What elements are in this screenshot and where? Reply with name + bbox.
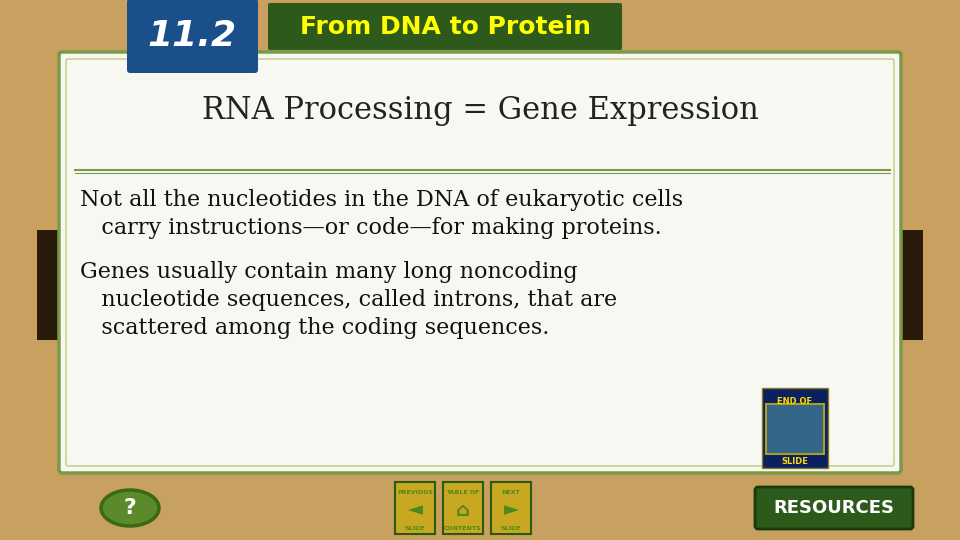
Text: CONTENTS: CONTENTS: [444, 525, 482, 530]
Text: SLIDE: SLIDE: [781, 457, 808, 467]
Text: From DNA to Protein: From DNA to Protein: [300, 15, 590, 38]
Bar: [897, 230, 923, 340]
Text: ◄: ◄: [407, 501, 422, 519]
Bar: [395, 482, 435, 534]
Bar: [762, 388, 828, 468]
Bar: [491, 482, 531, 534]
Text: END OF: END OF: [778, 396, 812, 406]
Text: ►: ►: [503, 501, 518, 519]
Bar: [443, 482, 483, 534]
Text: 11.2: 11.2: [148, 19, 237, 53]
FancyBboxPatch shape: [59, 52, 901, 473]
Text: TABLE OF: TABLE OF: [446, 489, 480, 495]
Text: PREVIOUS: PREVIOUS: [397, 489, 433, 495]
Text: scattered among the coding sequences.: scattered among the coding sequences.: [80, 317, 549, 339]
Text: ?: ?: [124, 498, 136, 518]
Text: SLIDE: SLIDE: [405, 525, 425, 530]
FancyBboxPatch shape: [755, 487, 913, 529]
Text: Not all the nucleotides in the DNA of eukaryotic cells: Not all the nucleotides in the DNA of eu…: [80, 189, 684, 211]
Text: NEXT: NEXT: [502, 489, 520, 495]
FancyBboxPatch shape: [127, 0, 258, 73]
Bar: [37, 230, 63, 340]
Text: SLIDE: SLIDE: [501, 525, 521, 530]
Bar: [766, 404, 824, 454]
Text: RESOURCES: RESOURCES: [774, 499, 895, 517]
Text: ⌂: ⌂: [456, 501, 470, 519]
Ellipse shape: [101, 490, 159, 526]
Text: nucleotide sequences, called introns, that are: nucleotide sequences, called introns, th…: [80, 289, 617, 311]
Text: carry instructions—or code—for making proteins.: carry instructions—or code—for making pr…: [80, 217, 661, 239]
Text: Genes usually contain many long noncoding: Genes usually contain many long noncodin…: [80, 261, 578, 283]
FancyBboxPatch shape: [268, 3, 622, 50]
Text: RNA Processing = Gene Expression: RNA Processing = Gene Expression: [202, 94, 758, 125]
